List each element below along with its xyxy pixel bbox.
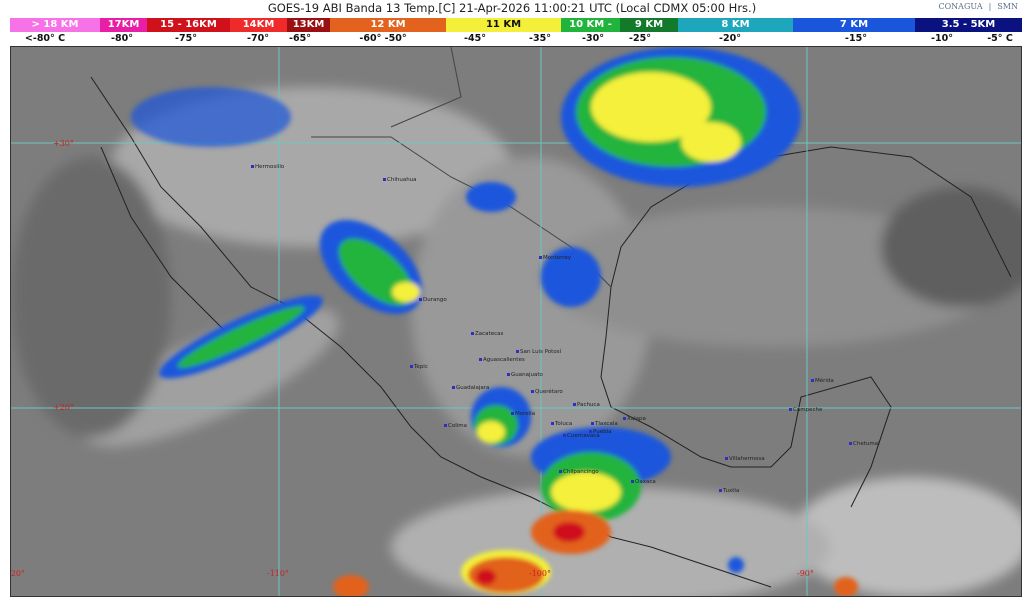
temperature-label: -80° (111, 33, 133, 44)
city-label: Toluca (551, 421, 572, 427)
city-label: Querétaro (531, 389, 563, 395)
latitude-label: +20° (53, 403, 74, 412)
city-label: Hermosillo (251, 164, 284, 170)
city-label: Monterrey (539, 255, 571, 261)
cloud-cover (11, 87, 1021, 596)
city-label: Cuernavaca (563, 433, 600, 439)
city-label: Chilpancingo (559, 469, 599, 475)
city-label: Guadalajara (452, 385, 489, 391)
temperature-label: -65° (289, 33, 311, 44)
city-label: Puebla (589, 429, 611, 435)
city-label: Tlaxcala (591, 421, 618, 427)
city-label: Pachuca (573, 402, 600, 408)
legend-segment: > 18 KM (10, 18, 100, 32)
city-label: Oaxaca (631, 479, 656, 485)
longitude-label: -100° (529, 569, 551, 578)
temperature-label: -25° (629, 33, 651, 44)
city-label: Guanajuato (507, 372, 543, 378)
city-label: Chetumal (849, 441, 880, 447)
convective-clouds (131, 47, 858, 596)
legend-segment: 3.5 - 5KM (915, 18, 1022, 32)
temperature-label: -15° (845, 33, 867, 44)
city-label: Tuxtla (719, 488, 739, 494)
cloud-top-height-legend: > 18 KM 17KM 15 - 16KM 14KM 13KM 12 KM 1… (10, 18, 1022, 32)
legend-segment: 14KM (230, 18, 287, 32)
temperature-scale: <-80° C -80° -75° -70° -65° -60° -50° -4… (0, 32, 1024, 46)
temperature-label: -10° (931, 33, 953, 44)
legend-segment: 12 KM (330, 18, 446, 32)
city-label: Chihuahua (383, 177, 417, 183)
conagua-logo: CONAGUA (938, 2, 983, 11)
agency-logos: CONAGUA | SMN (938, 2, 1019, 11)
city-label: Aguascalientes (479, 357, 525, 363)
city-label: San Luis Potosí (516, 349, 561, 355)
temperature-label: -60° -50° (359, 33, 407, 44)
legend-segment: 15 - 16KM (147, 18, 230, 32)
city-label: Zacatecas (471, 331, 503, 337)
legend-segment: 17KM (100, 18, 147, 32)
smn-logo: SMN (997, 2, 1018, 11)
longitude-label: -110° (267, 569, 289, 578)
longitude-label: -120° (10, 569, 25, 578)
temperature-label: -5° C (987, 33, 1013, 44)
city-label: Morelia (511, 411, 535, 417)
temperature-label: -45° (464, 33, 486, 44)
temperature-label: -30° (582, 33, 604, 44)
legend-segment: 8 KM (678, 18, 793, 32)
city-label: Tepic (410, 364, 428, 370)
legend-segment: 10 KM - (561, 18, 620, 32)
city-label: Campeche (789, 407, 822, 413)
legend-segment: 13KM (287, 18, 330, 32)
legend-segment: 7 KM (793, 18, 915, 32)
city-label: Xalapa (623, 416, 646, 422)
temperature-label: -20° (719, 33, 741, 44)
longitude-label: -90° (797, 569, 814, 578)
temperature-label: <-80° C (24, 33, 66, 44)
temperature-label: -35° (529, 33, 551, 44)
image-title: GOES-19 ABI Banda 13 Temp.[C] 21-Apr-202… (267, 1, 757, 15)
city-label: Villahermosa (725, 456, 765, 462)
city-label: Mérida (811, 378, 834, 384)
satellite-image-map[interactable]: +30° +20° -120° -110° -100° -90° Hermosi… (10, 46, 1022, 597)
legend-segment: 11 KM (446, 18, 561, 32)
legend-segment: 9 KM (620, 18, 678, 32)
temperature-label: -75° (175, 33, 197, 44)
satellite-imagery (11, 47, 1021, 596)
city-label: Colima (444, 423, 467, 429)
temperature-label: -70° (247, 33, 269, 44)
latitude-label: +30° (53, 139, 74, 148)
city-label: Durango (419, 297, 447, 303)
